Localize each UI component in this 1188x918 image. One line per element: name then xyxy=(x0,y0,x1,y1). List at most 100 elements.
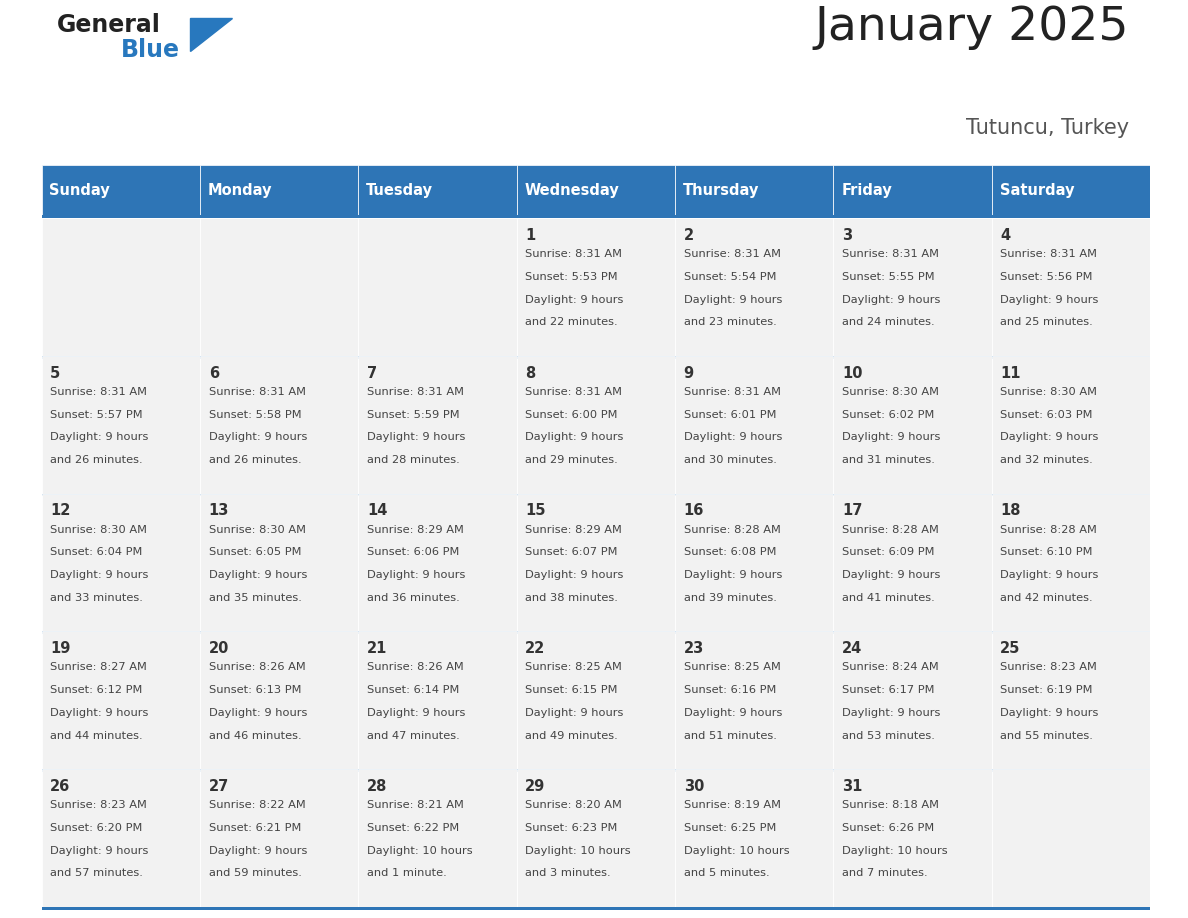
Text: Tutuncu, Turkey: Tutuncu, Turkey xyxy=(966,118,1130,139)
Text: and 38 minutes.: and 38 minutes. xyxy=(525,593,618,603)
Text: Sunrise: 8:23 AM: Sunrise: 8:23 AM xyxy=(1000,663,1098,673)
Text: Sunset: 6:05 PM: Sunset: 6:05 PM xyxy=(209,547,301,557)
Text: Sunrise: 8:30 AM: Sunrise: 8:30 AM xyxy=(842,387,939,397)
Text: Daylight: 9 hours: Daylight: 9 hours xyxy=(683,570,782,580)
Text: Daylight: 9 hours: Daylight: 9 hours xyxy=(683,708,782,718)
Text: Tuesday: Tuesday xyxy=(366,183,434,198)
FancyBboxPatch shape xyxy=(517,356,675,494)
Text: and 5 minutes.: and 5 minutes. xyxy=(683,868,770,879)
FancyBboxPatch shape xyxy=(200,218,359,356)
Text: 5: 5 xyxy=(50,365,61,381)
Text: Daylight: 9 hours: Daylight: 9 hours xyxy=(367,432,466,442)
Text: and 29 minutes.: and 29 minutes. xyxy=(525,455,618,465)
FancyBboxPatch shape xyxy=(833,632,992,769)
FancyBboxPatch shape xyxy=(517,218,675,356)
Text: 29: 29 xyxy=(525,778,545,794)
Text: and 28 minutes.: and 28 minutes. xyxy=(367,455,460,465)
FancyBboxPatch shape xyxy=(517,769,675,907)
Text: Sunset: 5:58 PM: Sunset: 5:58 PM xyxy=(209,409,302,420)
FancyBboxPatch shape xyxy=(42,494,200,632)
Text: Sunset: 6:20 PM: Sunset: 6:20 PM xyxy=(50,823,143,833)
Text: Sunrise: 8:31 AM: Sunrise: 8:31 AM xyxy=(842,250,939,259)
Text: Sunrise: 8:31 AM: Sunrise: 8:31 AM xyxy=(50,387,147,397)
Text: Sunrise: 8:24 AM: Sunrise: 8:24 AM xyxy=(842,663,939,673)
Text: Sunset: 6:13 PM: Sunset: 6:13 PM xyxy=(209,685,301,695)
Text: 28: 28 xyxy=(367,778,387,794)
Text: Wednesday: Wednesday xyxy=(525,183,619,198)
Text: Sunset: 6:10 PM: Sunset: 6:10 PM xyxy=(1000,547,1093,557)
Text: Sunset: 5:54 PM: Sunset: 5:54 PM xyxy=(683,272,776,282)
Text: 25: 25 xyxy=(1000,641,1020,656)
FancyBboxPatch shape xyxy=(675,769,833,907)
Text: Sunrise: 8:31 AM: Sunrise: 8:31 AM xyxy=(209,387,305,397)
Text: 18: 18 xyxy=(1000,503,1020,519)
Text: and 39 minutes.: and 39 minutes. xyxy=(683,593,777,603)
FancyBboxPatch shape xyxy=(675,356,833,494)
Text: 9: 9 xyxy=(683,365,694,381)
Text: General: General xyxy=(57,13,160,37)
FancyBboxPatch shape xyxy=(42,356,1150,359)
Text: 6: 6 xyxy=(209,365,219,381)
FancyBboxPatch shape xyxy=(42,356,200,494)
Text: 24: 24 xyxy=(842,641,862,656)
FancyBboxPatch shape xyxy=(42,769,1150,772)
Text: and 3 minutes.: and 3 minutes. xyxy=(525,868,611,879)
FancyBboxPatch shape xyxy=(517,494,675,632)
Text: Sunset: 6:02 PM: Sunset: 6:02 PM xyxy=(842,409,935,420)
FancyBboxPatch shape xyxy=(42,218,200,356)
Text: Sunrise: 8:30 AM: Sunrise: 8:30 AM xyxy=(1000,387,1098,397)
Text: Sunset: 6:25 PM: Sunset: 6:25 PM xyxy=(683,823,776,833)
Text: Monday: Monday xyxy=(208,183,272,198)
FancyBboxPatch shape xyxy=(42,632,200,769)
Text: Daylight: 9 hours: Daylight: 9 hours xyxy=(1000,295,1099,305)
FancyBboxPatch shape xyxy=(992,769,1150,907)
Text: Daylight: 9 hours: Daylight: 9 hours xyxy=(209,708,307,718)
Text: 21: 21 xyxy=(367,641,387,656)
Text: and 33 minutes.: and 33 minutes. xyxy=(50,593,144,603)
Text: Daylight: 9 hours: Daylight: 9 hours xyxy=(209,570,307,580)
Text: and 44 minutes.: and 44 minutes. xyxy=(50,731,143,741)
Text: Sunrise: 8:21 AM: Sunrise: 8:21 AM xyxy=(367,800,463,811)
FancyBboxPatch shape xyxy=(833,218,992,356)
Text: and 59 minutes.: and 59 minutes. xyxy=(209,868,302,879)
Text: Sunset: 5:53 PM: Sunset: 5:53 PM xyxy=(525,272,618,282)
Text: Sunset: 6:15 PM: Sunset: 6:15 PM xyxy=(525,685,618,695)
Text: Daylight: 9 hours: Daylight: 9 hours xyxy=(842,708,941,718)
Text: Sunset: 6:06 PM: Sunset: 6:06 PM xyxy=(367,547,460,557)
Text: Daylight: 9 hours: Daylight: 9 hours xyxy=(209,432,307,442)
Text: Sunset: 6:07 PM: Sunset: 6:07 PM xyxy=(525,547,618,557)
Text: 7: 7 xyxy=(367,365,377,381)
Text: Daylight: 9 hours: Daylight: 9 hours xyxy=(50,845,148,856)
FancyBboxPatch shape xyxy=(517,632,675,769)
Text: January 2025: January 2025 xyxy=(815,6,1130,50)
Text: and 26 minutes.: and 26 minutes. xyxy=(50,455,143,465)
Text: Sunset: 5:59 PM: Sunset: 5:59 PM xyxy=(367,409,460,420)
Text: Daylight: 9 hours: Daylight: 9 hours xyxy=(525,708,624,718)
Text: and 32 minutes.: and 32 minutes. xyxy=(1000,455,1093,465)
Text: 13: 13 xyxy=(209,503,229,519)
Text: and 57 minutes.: and 57 minutes. xyxy=(50,868,144,879)
Text: Sunset: 6:16 PM: Sunset: 6:16 PM xyxy=(683,685,776,695)
Text: and 24 minutes.: and 24 minutes. xyxy=(842,318,935,328)
FancyBboxPatch shape xyxy=(517,165,675,216)
Text: Sunrise: 8:18 AM: Sunrise: 8:18 AM xyxy=(842,800,939,811)
FancyBboxPatch shape xyxy=(42,769,200,907)
Text: Sunrise: 8:31 AM: Sunrise: 8:31 AM xyxy=(683,387,781,397)
Text: Daylight: 10 hours: Daylight: 10 hours xyxy=(683,845,789,856)
Text: Blue: Blue xyxy=(121,38,181,62)
FancyBboxPatch shape xyxy=(992,356,1150,494)
Text: 17: 17 xyxy=(842,503,862,519)
Text: 30: 30 xyxy=(683,778,704,794)
Text: Daylight: 9 hours: Daylight: 9 hours xyxy=(683,432,782,442)
Text: Sunrise: 8:30 AM: Sunrise: 8:30 AM xyxy=(50,525,147,534)
FancyBboxPatch shape xyxy=(359,218,517,356)
FancyBboxPatch shape xyxy=(200,356,359,494)
Text: Daylight: 9 hours: Daylight: 9 hours xyxy=(1000,708,1099,718)
Text: and 46 minutes.: and 46 minutes. xyxy=(209,731,302,741)
Text: Thursday: Thursday xyxy=(683,183,759,198)
Text: Sunrise: 8:29 AM: Sunrise: 8:29 AM xyxy=(367,525,463,534)
FancyBboxPatch shape xyxy=(200,632,359,769)
Text: and 22 minutes.: and 22 minutes. xyxy=(525,318,618,328)
Text: Daylight: 9 hours: Daylight: 9 hours xyxy=(525,295,624,305)
FancyBboxPatch shape xyxy=(200,494,359,632)
